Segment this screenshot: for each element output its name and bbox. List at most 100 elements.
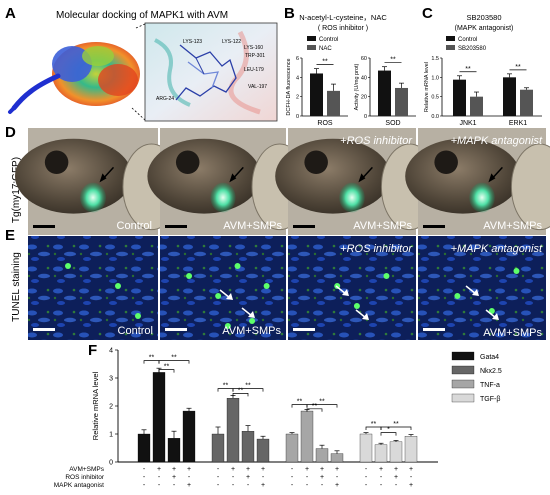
panel-letter-b: B bbox=[284, 5, 295, 22]
treatment-sign: - bbox=[291, 466, 294, 473]
significance-marker: ** bbox=[322, 59, 328, 66]
y-tick-label: 0 bbox=[364, 114, 367, 120]
tunel-positive-cell bbox=[215, 293, 222, 299]
arrow-head bbox=[488, 173, 496, 183]
treatment-sign: - bbox=[306, 474, 309, 481]
tunel-image-background bbox=[28, 236, 158, 340]
significance-bracket bbox=[380, 432, 397, 436]
tunel-positive-cell bbox=[135, 313, 141, 319]
significance-marker: * bbox=[387, 427, 390, 434]
image-caption: AVM+SMPs bbox=[222, 325, 281, 337]
arrow-head bbox=[229, 173, 237, 183]
significance-marker: ** bbox=[238, 387, 244, 394]
fish-eye bbox=[175, 150, 200, 175]
scale-bar bbox=[165, 225, 187, 228]
image-overlay-label: +MAPK antagonist bbox=[451, 243, 543, 255]
arrow-head bbox=[99, 173, 107, 183]
y-axis-label: Activity (U/mg prot) bbox=[354, 63, 360, 110]
scale-bar bbox=[165, 328, 187, 331]
bar bbox=[152, 372, 166, 463]
treatment-sign: + bbox=[394, 474, 398, 481]
bar bbox=[389, 441, 403, 463]
significance-bracket bbox=[232, 393, 249, 397]
treatment-row-label: ROS inhibitor bbox=[65, 474, 104, 481]
tunel-positive-cell bbox=[186, 273, 193, 279]
gfp-heart bbox=[469, 182, 495, 213]
treatment-sign: - bbox=[232, 482, 235, 489]
treatment-sign: - bbox=[380, 474, 383, 481]
x-axis-label: ROS bbox=[317, 120, 333, 127]
bar bbox=[453, 79, 466, 116]
image-caption: AVM+SMPs bbox=[223, 220, 282, 232]
treatment-sign: + bbox=[335, 482, 339, 489]
tunel-image-background bbox=[418, 236, 546, 340]
bar bbox=[226, 398, 240, 463]
legend-label: SB203580 bbox=[458, 46, 487, 52]
treatment-sign: + bbox=[246, 474, 250, 481]
tunel-positive-cell bbox=[488, 308, 495, 314]
significance-bracket bbox=[158, 369, 175, 373]
legend-swatch bbox=[451, 351, 475, 361]
tunel-positive-cell bbox=[115, 283, 121, 289]
zoom-line-top bbox=[135, 23, 146, 29]
treatment-sign: - bbox=[291, 482, 294, 489]
treatment-sign: + bbox=[261, 466, 265, 473]
significance-marker: ** bbox=[223, 383, 229, 390]
residue-label: LYS-123 bbox=[183, 39, 202, 45]
chart-b: Control NAC 0 2 4 6 DCFH-DA fluorescence ROS ** 0… bbox=[286, 36, 416, 127]
y-tick-label: 3 bbox=[109, 376, 113, 383]
treatment-sign: + bbox=[187, 482, 191, 489]
treatment-sign: + bbox=[172, 466, 176, 473]
treatment-sign: - bbox=[306, 482, 309, 489]
legend-swatch bbox=[307, 45, 316, 50]
legend-swatch bbox=[451, 365, 475, 375]
y-tick-label: 2 bbox=[296, 95, 299, 101]
arrow-head bbox=[226, 293, 233, 300]
treatment-sign: - bbox=[365, 482, 368, 489]
bar bbox=[211, 433, 225, 463]
treatment-sign: - bbox=[410, 474, 413, 481]
panel-letter-a: A bbox=[5, 5, 16, 22]
gfp-heart bbox=[339, 182, 365, 213]
significance-marker: ** bbox=[515, 64, 521, 71]
legend-label: NAC bbox=[319, 46, 332, 52]
y-tick-label: 40 bbox=[361, 75, 367, 81]
treatment-sign: - bbox=[173, 482, 176, 489]
significance-marker: ** bbox=[390, 57, 396, 64]
significance-marker: ** bbox=[171, 355, 177, 362]
image-overlay-label: +ROS inhibitor bbox=[340, 243, 413, 255]
fish-body bbox=[275, 138, 391, 214]
significance-bracket bbox=[306, 404, 338, 408]
y-tick-label: 1.5 bbox=[431, 56, 439, 62]
significance-marker: ** bbox=[393, 421, 399, 428]
legend-label: Control bbox=[458, 37, 477, 43]
treatment-sign: - bbox=[395, 482, 398, 489]
scale-bar bbox=[293, 225, 315, 228]
treatment-sign: - bbox=[143, 482, 146, 489]
treatment-sign: + bbox=[335, 466, 339, 473]
significance-marker: ** bbox=[164, 364, 170, 371]
significance-bracket bbox=[232, 388, 264, 392]
bar bbox=[300, 410, 314, 463]
treatment-sign: + bbox=[231, 466, 235, 473]
significance-marker: ** bbox=[312, 403, 318, 410]
fish-eye bbox=[434, 150, 458, 175]
bar bbox=[470, 96, 483, 116]
residue-label: LYS-160 bbox=[244, 45, 263, 51]
legend-swatch bbox=[446, 45, 455, 50]
treatment-sign: - bbox=[380, 482, 383, 489]
scale-bar bbox=[293, 328, 315, 331]
panel-letter-c: C bbox=[422, 5, 433, 22]
panel-a-title: Molecular docking of MAPK1 with AVM bbox=[56, 10, 228, 21]
y-tick-label: 4 bbox=[109, 348, 113, 355]
treatment-sign: - bbox=[158, 482, 161, 489]
y-tick-label: 1.0 bbox=[431, 75, 439, 81]
significance-marker: ** bbox=[149, 355, 155, 362]
treatment-sign: - bbox=[143, 474, 146, 481]
bar bbox=[285, 433, 299, 463]
yolk-sac bbox=[510, 143, 550, 231]
panel-e-images: Control AVM+SMPs +ROS inhibitor +MAPK antag… bbox=[28, 236, 546, 340]
